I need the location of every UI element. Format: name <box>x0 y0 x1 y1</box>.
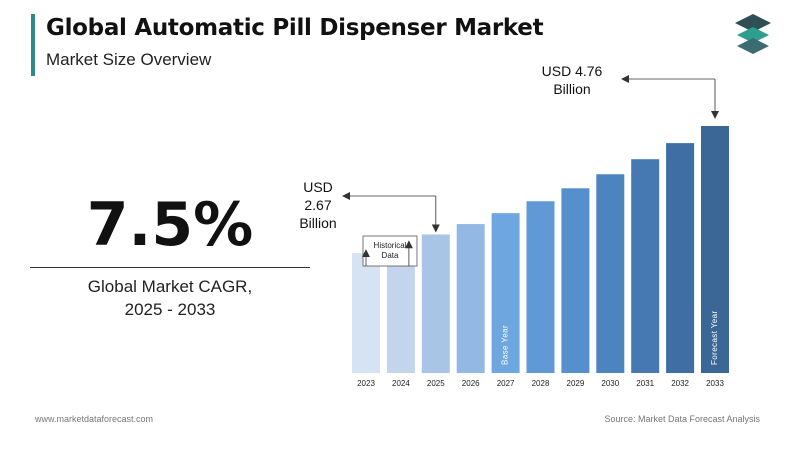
bar-2029 <box>561 188 590 373</box>
cagr-label-line1: Global Market CAGR, <box>87 277 253 296</box>
x-tick-label-2030: 2030 <box>601 379 619 388</box>
annotation-2025-line1: USD <box>303 179 333 195</box>
x-tick-label-2031: 2031 <box>636 379 654 388</box>
x-tick-label-2027: 2027 <box>497 379 515 388</box>
annotation-2025-line3: Billion <box>299 215 336 231</box>
title-accent-bar <box>31 14 35 76</box>
bar-2028 <box>526 201 555 373</box>
bar-2023 <box>352 253 380 373</box>
cagr-label: Global Market CAGR, 2025 - 2033 <box>30 275 310 321</box>
x-tick-label-2024: 2024 <box>392 379 410 388</box>
logo-layer-bottom <box>737 38 769 54</box>
logo-layer-top <box>735 14 771 32</box>
stacked-layers-icon <box>735 14 771 54</box>
bar-2025 <box>421 234 450 373</box>
x-tick-label-2026: 2026 <box>462 379 480 388</box>
historical-data-label-line1: Historical <box>374 241 407 250</box>
bar-2026 <box>456 224 485 373</box>
bar-2027 <box>491 213 520 373</box>
x-tick-label-2032: 2032 <box>671 379 689 388</box>
page-subtitle: Market Size Overview <box>46 50 212 69</box>
bar-2031 <box>631 159 660 373</box>
bar-label-forecast-year: Forecast Year <box>710 310 719 365</box>
bar-2030 <box>596 174 625 373</box>
footer-source: Source: Market Data Forecast Analysis <box>604 414 760 424</box>
x-tick-label-2029: 2029 <box>567 379 585 388</box>
logo-layer-middle <box>737 27 769 43</box>
annotation-2025-line2: 2.67 <box>304 197 331 213</box>
bar-label-base-year: Base Year <box>501 325 510 365</box>
x-tick-label-2023: 2023 <box>357 379 375 388</box>
x-tick-label-2028: 2028 <box>532 379 550 388</box>
footer-website: www.marketdataforecast.com <box>35 414 154 424</box>
annotation-2033-line2: Billion <box>553 81 590 97</box>
cagr-divider <box>30 267 310 268</box>
annotation-2033-line1: USD 4.76 <box>542 63 603 79</box>
cagr-label-line2: 2025 - 2033 <box>124 300 216 319</box>
x-tick-label-2025: 2025 <box>427 379 445 388</box>
bar-2033 <box>701 126 729 373</box>
bar-2032 <box>666 143 695 373</box>
historical-data-label-line2: Data <box>382 251 399 260</box>
page-title: Global Automatic Pill Dispenser Market <box>46 15 544 41</box>
cagr-value: 7.5% <box>86 190 254 260</box>
x-tick-label-2033: 2033 <box>706 379 724 388</box>
